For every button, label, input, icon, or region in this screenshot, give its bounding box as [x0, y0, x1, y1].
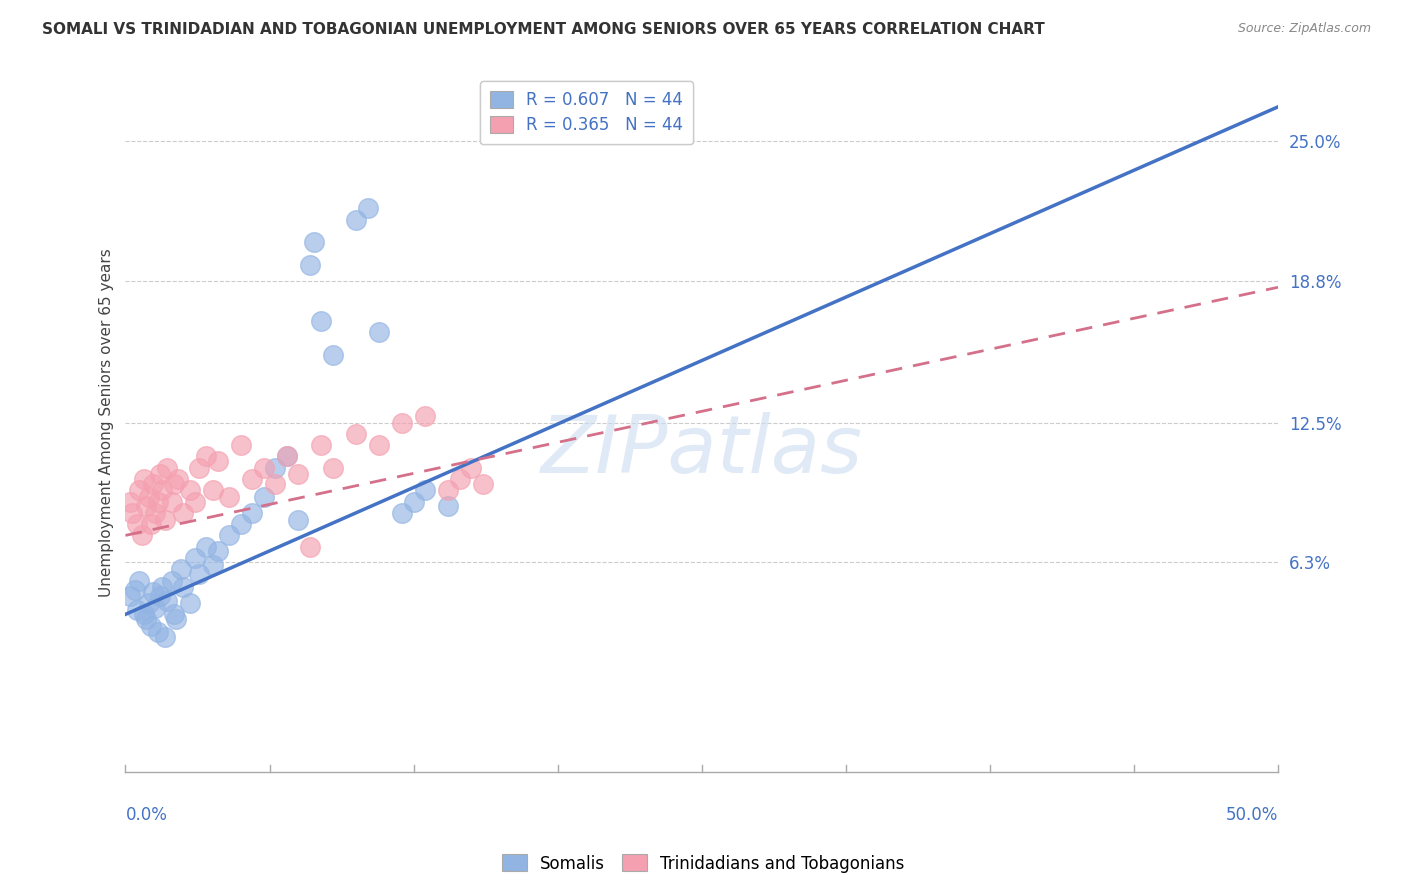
Point — [153, 630, 176, 644]
Point — [437, 499, 460, 513]
Point — [253, 460, 276, 475]
Point — [218, 528, 240, 542]
Point — [167, 472, 190, 486]
Point — [253, 490, 276, 504]
Point — [188, 460, 211, 475]
Point — [163, 607, 186, 622]
Text: 0.0%: 0.0% — [125, 806, 167, 824]
Point — [145, 600, 167, 615]
Point — [183, 551, 205, 566]
Point — [131, 528, 153, 542]
Point — [195, 450, 218, 464]
Point — [229, 438, 252, 452]
Point — [150, 580, 173, 594]
Point — [142, 584, 165, 599]
Point — [149, 589, 172, 603]
Point — [229, 517, 252, 532]
Point — [125, 517, 148, 532]
Point — [287, 513, 309, 527]
Point — [153, 513, 176, 527]
Point — [146, 494, 169, 508]
Point — [471, 476, 494, 491]
Point — [138, 596, 160, 610]
Point — [128, 483, 150, 498]
Text: Source: ZipAtlas.com: Source: ZipAtlas.com — [1237, 22, 1371, 36]
Point — [160, 574, 183, 588]
Point — [368, 438, 391, 452]
Point — [264, 476, 287, 491]
Point — [146, 625, 169, 640]
Point — [276, 450, 298, 464]
Point — [413, 409, 436, 423]
Point — [120, 589, 142, 603]
Point — [413, 483, 436, 498]
Point — [179, 483, 201, 498]
Text: SOMALI VS TRINIDADIAN AND TOBAGONIAN UNEMPLOYMENT AMONG SENIORS OVER 65 YEARS CO: SOMALI VS TRINIDADIAN AND TOBAGONIAN UNE… — [42, 22, 1045, 37]
Point — [304, 235, 326, 249]
Point — [150, 483, 173, 498]
Text: ZIPatlas: ZIPatlas — [541, 411, 863, 490]
Point — [139, 517, 162, 532]
Point — [142, 476, 165, 491]
Point — [138, 490, 160, 504]
Point — [240, 472, 263, 486]
Point — [322, 460, 344, 475]
Point — [145, 506, 167, 520]
Point — [311, 314, 333, 328]
Point — [195, 540, 218, 554]
Point — [135, 499, 157, 513]
Point — [207, 454, 229, 468]
Point — [298, 540, 321, 554]
Point — [160, 494, 183, 508]
Point — [149, 467, 172, 482]
Point — [202, 558, 225, 572]
Point — [298, 258, 321, 272]
Point — [124, 582, 146, 597]
Point — [121, 506, 143, 520]
Point — [356, 202, 378, 216]
Point — [276, 450, 298, 464]
Point — [156, 594, 179, 608]
Point — [156, 460, 179, 475]
Point — [264, 460, 287, 475]
Point — [402, 494, 425, 508]
Point — [172, 580, 194, 594]
Point — [125, 603, 148, 617]
Point — [132, 472, 155, 486]
Point — [202, 483, 225, 498]
Point — [240, 506, 263, 520]
Point — [391, 416, 413, 430]
Point — [207, 544, 229, 558]
Point — [344, 426, 367, 441]
Point — [163, 476, 186, 491]
Legend: R = 0.607   N = 44, R = 0.365   N = 44: R = 0.607 N = 44, R = 0.365 N = 44 — [479, 81, 693, 145]
Text: 50.0%: 50.0% — [1226, 806, 1278, 824]
Point — [179, 596, 201, 610]
Point — [128, 574, 150, 588]
Legend: Somalis, Trinidadians and Tobagonians: Somalis, Trinidadians and Tobagonians — [495, 847, 911, 880]
Point — [165, 612, 187, 626]
Y-axis label: Unemployment Among Seniors over 65 years: Unemployment Among Seniors over 65 years — [100, 248, 114, 597]
Point — [170, 562, 193, 576]
Point — [135, 612, 157, 626]
Point — [132, 607, 155, 622]
Point — [391, 506, 413, 520]
Point — [460, 460, 482, 475]
Point — [120, 494, 142, 508]
Point — [139, 618, 162, 632]
Point — [188, 566, 211, 581]
Point — [449, 472, 471, 486]
Point — [311, 438, 333, 452]
Point — [437, 483, 460, 498]
Point — [322, 348, 344, 362]
Point — [368, 326, 391, 340]
Point — [183, 494, 205, 508]
Point — [344, 212, 367, 227]
Point — [172, 506, 194, 520]
Point — [287, 467, 309, 482]
Point — [218, 490, 240, 504]
